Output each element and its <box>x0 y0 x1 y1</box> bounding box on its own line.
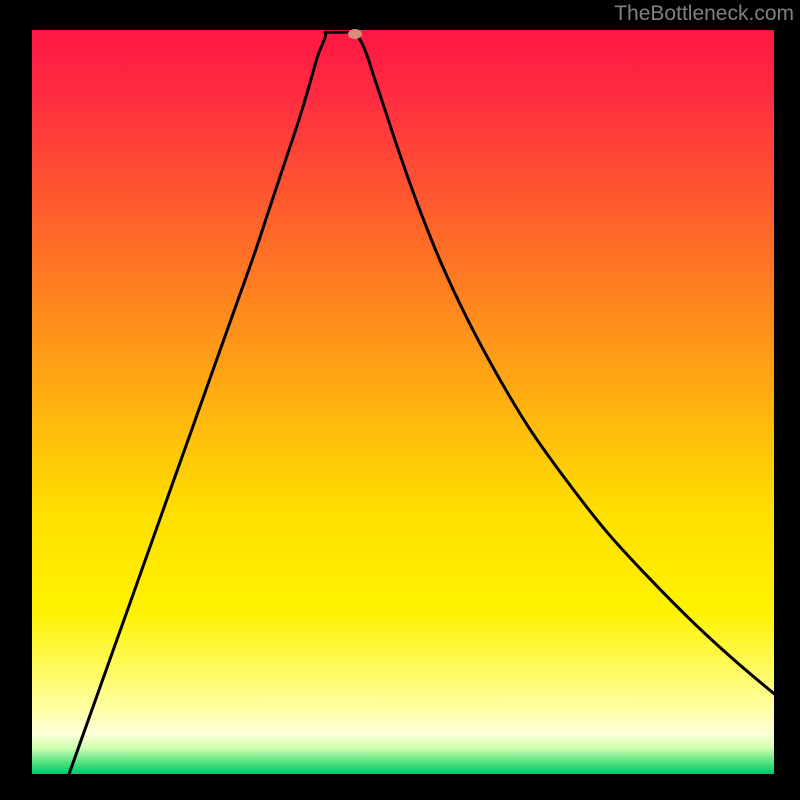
bottleneck-curve <box>32 30 774 774</box>
watermark-text: TheBottleneck.com <box>614 2 794 26</box>
optimum-marker <box>348 29 362 39</box>
plot-area <box>32 30 774 774</box>
chart-frame: TheBottleneck.com <box>0 0 800 800</box>
